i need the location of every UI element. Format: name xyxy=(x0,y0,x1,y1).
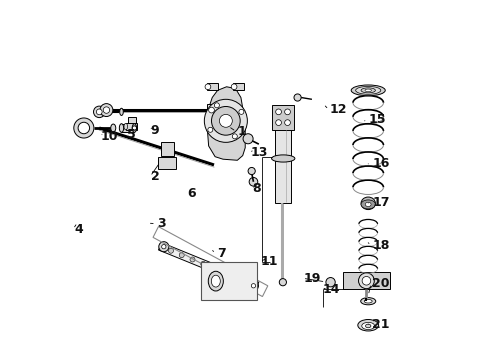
Circle shape xyxy=(201,261,205,266)
Circle shape xyxy=(74,118,94,138)
Ellipse shape xyxy=(110,124,116,132)
Circle shape xyxy=(232,134,237,139)
Circle shape xyxy=(208,107,214,113)
Circle shape xyxy=(279,279,286,286)
Bar xyxy=(206,83,217,90)
Ellipse shape xyxy=(365,324,370,328)
Circle shape xyxy=(249,177,257,186)
Circle shape xyxy=(78,122,89,134)
Ellipse shape xyxy=(124,123,127,130)
Text: 17: 17 xyxy=(371,197,389,210)
Text: 11: 11 xyxy=(261,255,278,268)
Circle shape xyxy=(293,94,301,101)
Circle shape xyxy=(211,266,216,271)
Ellipse shape xyxy=(360,298,375,305)
Bar xyxy=(206,104,216,117)
Circle shape xyxy=(275,109,281,115)
Circle shape xyxy=(179,253,184,258)
Circle shape xyxy=(284,109,290,115)
Ellipse shape xyxy=(361,322,374,329)
Circle shape xyxy=(204,84,210,90)
Ellipse shape xyxy=(119,124,123,132)
Circle shape xyxy=(207,127,212,132)
Text: 12: 12 xyxy=(329,103,346,116)
Circle shape xyxy=(284,120,290,126)
Circle shape xyxy=(190,257,195,262)
Circle shape xyxy=(238,109,244,114)
Circle shape xyxy=(275,120,281,126)
Ellipse shape xyxy=(350,85,385,96)
Circle shape xyxy=(247,167,255,175)
Bar xyxy=(274,128,291,203)
Ellipse shape xyxy=(355,86,380,94)
Text: 5: 5 xyxy=(127,127,136,141)
Polygon shape xyxy=(206,87,244,160)
Circle shape xyxy=(251,284,255,288)
Ellipse shape xyxy=(208,271,223,291)
Text: 7: 7 xyxy=(217,247,225,260)
Ellipse shape xyxy=(364,300,371,303)
Circle shape xyxy=(244,279,248,284)
Circle shape xyxy=(162,244,165,249)
Circle shape xyxy=(243,134,253,144)
Text: 14: 14 xyxy=(322,283,339,296)
Ellipse shape xyxy=(364,89,371,91)
Text: 2: 2 xyxy=(151,170,160,183)
Bar xyxy=(128,117,136,124)
Text: 6: 6 xyxy=(187,187,196,200)
Ellipse shape xyxy=(271,155,294,162)
Bar xyxy=(271,105,294,130)
Text: 19: 19 xyxy=(303,272,321,285)
Bar xyxy=(201,262,257,300)
Circle shape xyxy=(222,270,227,275)
Ellipse shape xyxy=(132,124,136,132)
Text: 16: 16 xyxy=(371,157,389,170)
Circle shape xyxy=(325,278,335,287)
Circle shape xyxy=(233,275,238,279)
Bar xyxy=(343,272,389,289)
Circle shape xyxy=(103,107,109,113)
Ellipse shape xyxy=(365,202,370,207)
Ellipse shape xyxy=(120,108,123,116)
Circle shape xyxy=(248,281,258,291)
Polygon shape xyxy=(158,243,258,289)
Text: 21: 21 xyxy=(371,318,389,331)
Circle shape xyxy=(362,276,370,285)
Text: 18: 18 xyxy=(371,239,389,252)
Circle shape xyxy=(204,99,247,142)
Circle shape xyxy=(93,106,105,118)
Circle shape xyxy=(211,107,240,135)
Ellipse shape xyxy=(360,88,375,93)
Bar xyxy=(125,123,137,130)
Circle shape xyxy=(96,109,102,115)
Ellipse shape xyxy=(211,275,220,287)
Circle shape xyxy=(219,114,232,127)
Text: 13: 13 xyxy=(250,146,267,159)
Text: 15: 15 xyxy=(368,113,386,126)
Circle shape xyxy=(358,273,373,289)
Text: 9: 9 xyxy=(150,124,159,138)
Bar xyxy=(233,83,244,90)
Text: 4: 4 xyxy=(74,222,83,236)
Circle shape xyxy=(132,126,136,130)
Circle shape xyxy=(168,248,173,253)
Text: 20: 20 xyxy=(371,277,389,290)
Bar xyxy=(161,142,174,156)
Circle shape xyxy=(159,242,168,252)
Ellipse shape xyxy=(360,197,375,210)
Circle shape xyxy=(100,104,113,117)
Bar xyxy=(158,157,176,169)
Text: 8: 8 xyxy=(251,182,260,195)
Circle shape xyxy=(214,103,219,108)
Text: 1: 1 xyxy=(237,125,245,138)
Ellipse shape xyxy=(360,200,375,209)
Ellipse shape xyxy=(357,319,378,331)
Circle shape xyxy=(231,84,237,90)
Text: 3: 3 xyxy=(157,217,165,230)
Bar xyxy=(121,124,134,132)
Text: 10: 10 xyxy=(101,130,118,143)
